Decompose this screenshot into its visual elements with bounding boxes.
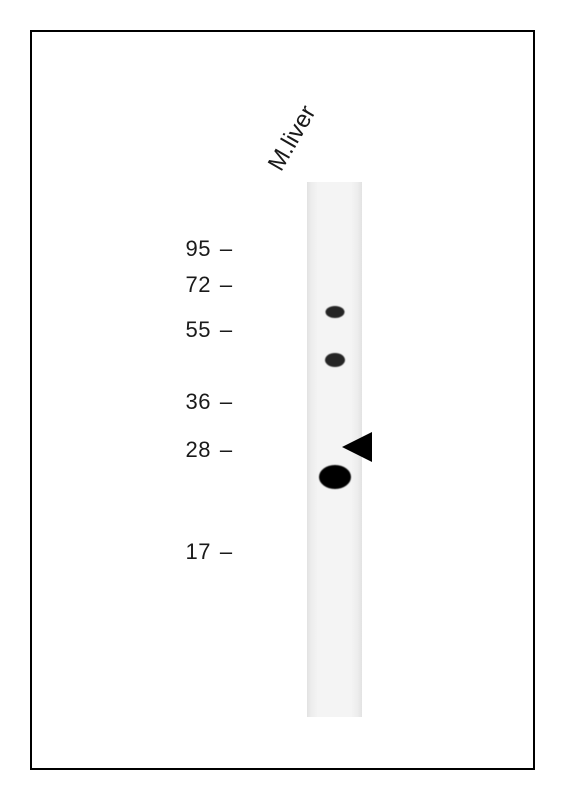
mw-marker-dash: – xyxy=(217,236,235,262)
target-band-arrow-icon xyxy=(342,432,372,462)
mw-marker-dash: – xyxy=(217,539,235,565)
blot-band-72 xyxy=(325,306,344,318)
mw-marker-dash: – xyxy=(217,389,235,415)
mw-marker-row: 95– xyxy=(167,236,277,262)
mw-marker-dash: – xyxy=(217,317,235,343)
mw-marker-group: 95–72–55–36–28–17– xyxy=(167,32,277,772)
mw-marker-value: 95 xyxy=(167,236,211,262)
mw-marker-value: 55 xyxy=(167,317,211,343)
blot-band-28 xyxy=(319,465,351,489)
mw-marker-row: 36– xyxy=(167,389,277,415)
mw-marker-dash: – xyxy=(217,437,235,463)
mw-marker-row: 72– xyxy=(167,272,277,298)
mw-marker-value: 72 xyxy=(167,272,211,298)
mw-marker-dash: – xyxy=(217,272,235,298)
mw-marker-row: 28– xyxy=(167,437,277,463)
mw-marker-value: 17 xyxy=(167,539,211,565)
image-frame: M.liver 95–72–55–36–28–17– xyxy=(30,30,535,770)
mw-marker-row: 55– xyxy=(167,317,277,343)
blot-band-55 xyxy=(325,353,345,367)
mw-marker-value: 28 xyxy=(167,437,211,463)
mw-marker-value: 36 xyxy=(167,389,211,415)
mw-marker-row: 17– xyxy=(167,539,277,565)
